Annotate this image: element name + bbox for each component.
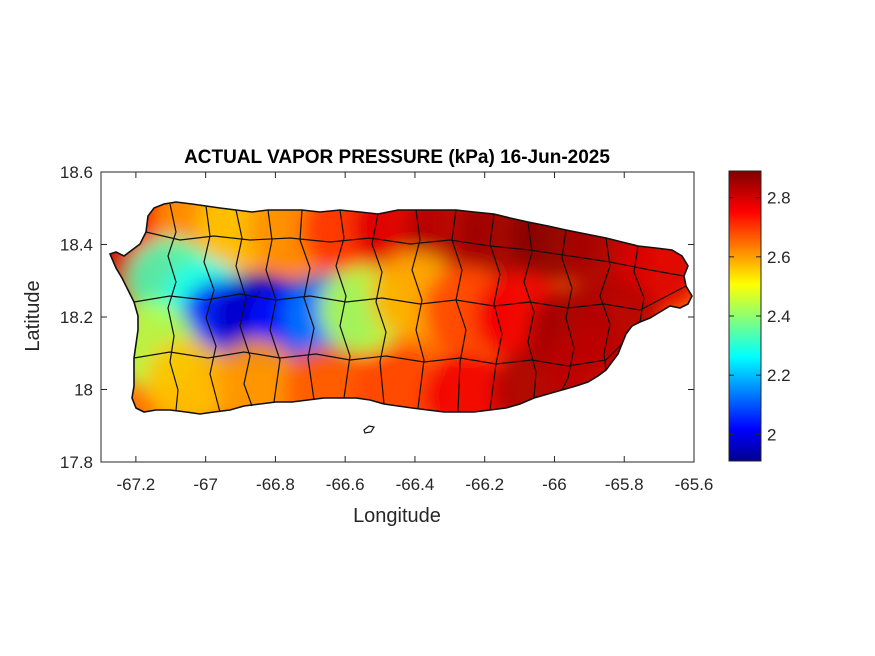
x-tick-label: -65.6: [675, 475, 714, 494]
x-axis: -67.2 -67 -66.8 -66.6 -66.4 -66.2 -66 -65.8 -65.…: [117, 172, 714, 494]
y-axis-label: Latitude: [22, 280, 44, 351]
x-tick-label: -66.2: [465, 475, 504, 494]
x-tick-label: -66.6: [326, 475, 365, 494]
municipality-line-5: [335, 209, 351, 399]
x-tick-label: -66.8: [256, 475, 295, 494]
y-axis: 17.8 18 18.2 18.4 18.6: [60, 163, 694, 472]
municipality-line-13: [633, 245, 645, 323]
y-tick-label: 18.2: [60, 308, 93, 327]
municipality-line-2: [235, 209, 253, 407]
x-tick-label: -66: [542, 475, 567, 494]
municipality-line-15: [133, 285, 687, 311]
municipality-boundaries: [133, 203, 687, 413]
municipality-line-1: [203, 205, 221, 413]
municipality-line-10: [523, 221, 537, 399]
field-sample-25: [144, 338, 233, 414]
colorbar-tick-label: 2: [767, 425, 776, 444]
municipality-line-16: [133, 343, 623, 367]
y-tick-label: 18: [74, 381, 93, 400]
colorbar-ticks: 2 2.2 2.4 2.6 2.8: [729, 189, 791, 444]
chart-title: ACTUAL VAPOR PRESSURE (kPa) 16-Jun-2025: [184, 147, 610, 168]
municipality-line-4: [299, 209, 315, 401]
y-tick-label: 17.8: [60, 453, 93, 472]
municipality-line-11: [561, 229, 575, 391]
municipality-line-6: [371, 213, 387, 405]
colorbar-tick-label: 2.6: [767, 248, 791, 267]
colorbar-tick-label: 2.2: [767, 366, 791, 385]
y-tick-label: 18.6: [60, 163, 93, 182]
municipality-line-7: [411, 209, 425, 409]
x-tick-label: -65.8: [605, 475, 644, 494]
colorbar: [728, 170, 762, 462]
colorbar-tick-label: 2.4: [767, 307, 791, 326]
x-tick-label: -66.4: [396, 475, 435, 494]
x-tick-label: -67.2: [117, 475, 156, 494]
y-tick-label: 18.4: [60, 236, 93, 255]
field-sample-29: [423, 352, 512, 414]
x-tick-label: -67: [193, 475, 218, 494]
caja-de-muertos-island: [363, 425, 375, 434]
colorbar-tick-label: 2.8: [767, 189, 791, 208]
municipality-line-14: [145, 231, 685, 277]
x-axis-label: Longitude: [353, 505, 441, 527]
island-outline: [108, 201, 693, 415]
municipality-line-0: [167, 203, 179, 411]
